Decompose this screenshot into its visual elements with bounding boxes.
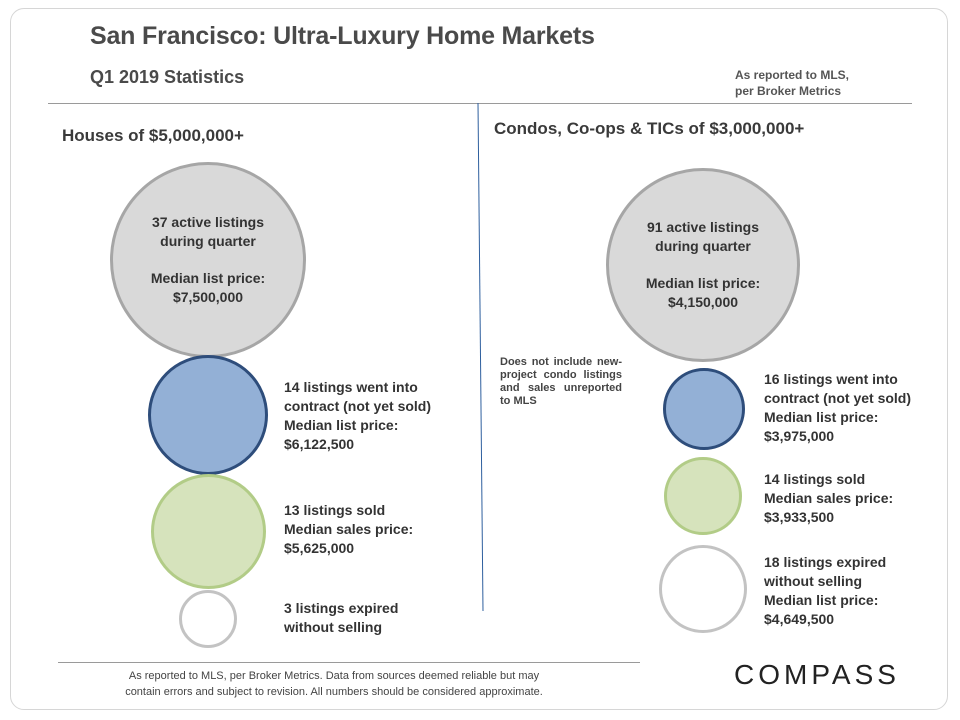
- compass-logo: COMPASS: [734, 659, 900, 690]
- condos-sold-line1: 14 listings sold: [764, 471, 866, 487]
- condos-expired-line4: $4,649,500: [764, 611, 835, 627]
- section-divider: [477, 103, 484, 611]
- condos-active-circle: 91 active listings during quarter Median…: [606, 168, 800, 362]
- houses-active-line2: during quarter: [160, 233, 256, 249]
- condos-active-line1: 91 active listings: [646, 219, 760, 235]
- source-note: As reported to MLS, per Broker Metrics: [735, 67, 849, 99]
- condos-heading: Condos, Co-ops & TICs of $3,000,000+: [494, 119, 805, 138]
- condos-expired-circle: [659, 545, 747, 633]
- houses-heading: Houses of $5,000,000+: [62, 126, 244, 145]
- condos-sold-line2: Median sales price:: [764, 490, 894, 506]
- houses-active-line1: 37 active listings: [151, 214, 265, 230]
- condos-expired-line1: 18 listings expired: [764, 554, 887, 570]
- header-divider: [48, 103, 912, 104]
- houses-expired-line1: 3 listings expired: [284, 600, 399, 616]
- condos-contract-line4: $3,975,000: [764, 428, 835, 444]
- houses-contract-label: 14 listings went into contract (not yet …: [284, 378, 431, 454]
- houses-sold-line1: 13 listings sold: [284, 502, 386, 518]
- footer-line2: contain errors and subject to revision. …: [125, 686, 543, 698]
- condos-expired-label: 18 listings expired without selling Medi…: [764, 553, 886, 629]
- houses-active-line4: $7,500,000: [172, 289, 244, 305]
- condos-sold-line3: $3,933,500: [764, 509, 835, 525]
- slide-frame: [10, 8, 948, 710]
- condos-sold-circle: [664, 457, 742, 535]
- page-title: San Francisco: Ultra-Luxury Home Markets: [90, 22, 595, 50]
- condos-contract-line3: Median list price:: [764, 409, 879, 425]
- footer-note: As reported to MLS, per Broker Metrics. …: [58, 668, 610, 700]
- houses-sold-line2: Median sales price:: [284, 521, 414, 537]
- condos-contract-line1: 16 listings went into: [764, 371, 898, 387]
- source-note-line2: per Broker Metrics: [735, 84, 842, 98]
- condos-active-line3: Median list price:: [645, 275, 761, 291]
- houses-contract-line1: 14 listings went into: [284, 379, 418, 395]
- houses-contract-line3: Median list price:: [284, 417, 399, 433]
- houses-sold-circle: [151, 474, 266, 589]
- footer-line1: As reported to MLS, per Broker Metrics. …: [128, 670, 540, 682]
- condos-contract-circle: [663, 368, 745, 450]
- houses-expired-label: 3 listings expired without selling: [284, 599, 398, 637]
- condos-sold-label: 14 listings sold Median sales price: $3,…: [764, 470, 893, 527]
- condos-active-line2: during quarter: [655, 238, 751, 254]
- houses-contract-line4: $6,122,500: [284, 436, 355, 452]
- condos-expired-line2: without selling: [764, 573, 862, 589]
- houses-expired-circle: [179, 590, 237, 648]
- houses-active-line3: Median list price:: [150, 270, 266, 286]
- houses-sold-line3: $5,625,000: [284, 540, 355, 556]
- page-subtitle: Q1 2019 Statistics: [90, 67, 245, 87]
- houses-active-text: 37 active listings during quarter Median…: [151, 213, 265, 307]
- houses-active-circle: 37 active listings during quarter Median…: [110, 162, 306, 358]
- source-note-line1: As reported to MLS,: [735, 68, 850, 82]
- condos-contract-label: 16 listings went into contract (not yet …: [764, 370, 911, 446]
- footer-divider: [58, 662, 640, 663]
- condos-active-text: 91 active listings during quarter Median…: [646, 218, 760, 312]
- houses-contract-circle: [148, 355, 268, 475]
- condos-expired-line3: Median list price:: [764, 592, 879, 608]
- condos-contract-line2: contract (not yet sold): [764, 390, 912, 406]
- condos-disclaimer: Does not include new-project condo listi…: [500, 356, 622, 407]
- houses-sold-label: 13 listings sold Median sales price: $5,…: [284, 501, 413, 558]
- condos-active-line4: $4,150,000: [667, 294, 739, 310]
- houses-expired-line2: without selling: [284, 619, 382, 635]
- houses-contract-line2: contract (not yet sold): [284, 398, 432, 414]
